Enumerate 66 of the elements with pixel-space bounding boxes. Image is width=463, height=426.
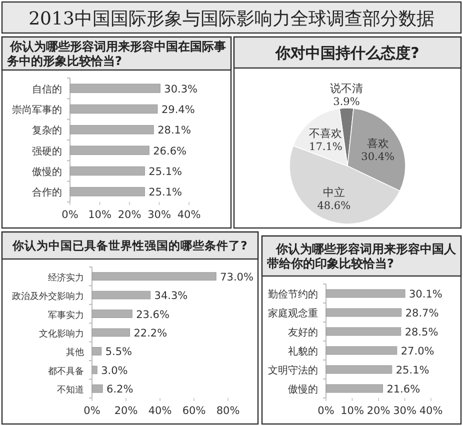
x-tick-label: 0% (318, 405, 334, 417)
data-label: 30.1% (409, 288, 442, 300)
data-label: 25.1% (396, 364, 430, 376)
data-label: 29.4% (161, 104, 195, 116)
x-tick-label: 30% (393, 405, 416, 417)
slice-label: 说不清 (330, 82, 364, 95)
x-tick-label: 60% (182, 405, 206, 417)
y-tick-label: 强硬的 (32, 146, 62, 158)
slice-label: 中立 (322, 186, 345, 200)
data-label: 34.3% (154, 290, 188, 302)
y-tick-label: 文化影响力 (39, 328, 84, 340)
x-tick-label: 40% (419, 405, 443, 417)
y-tick-label: 友好的 (288, 328, 318, 338)
x-tick-label: 0% (84, 405, 100, 417)
data-label: 28.7% (405, 308, 439, 320)
chart-title: 你认为哪些形容词用来形容中国在国际事务中的形象比较恰当? (6, 40, 226, 68)
data-label: 28.1% (158, 124, 191, 137)
data-label: 28.5% (404, 326, 438, 338)
chart-title: 你对中国持什么态度? (274, 44, 420, 62)
y-tick-label: 家庭观念重 (268, 308, 318, 320)
slice-label: 不喜欢 (309, 126, 342, 140)
x-tick-label: 40% (177, 209, 201, 221)
y-tick-label: 礼貌的 (288, 346, 318, 358)
y-tick-label: 其他 (66, 347, 84, 358)
y-tick-label: 傲慢的 (288, 384, 318, 396)
x-tick-label: 0% (62, 209, 78, 221)
y-tick-label: 勤俭节约的 (268, 288, 318, 300)
y-tick-label: 崇尚军事的 (12, 104, 62, 116)
y-tick-label: 文明守法的 (268, 364, 318, 376)
x-tick-label: 30% (148, 209, 171, 221)
chart-title: 你认为中国已具备世界性强国的哪些条件了? (12, 238, 248, 253)
data-label: 48.6% (317, 200, 351, 212)
data-label: 21.6% (386, 384, 420, 396)
data-label: 26.6% (153, 145, 187, 158)
data-label: 22.2% (134, 328, 168, 340)
y-tick-label: 都不具备 (48, 366, 84, 377)
x-tick-label: 20% (366, 405, 390, 417)
data-label: 25.1% (148, 166, 182, 178)
data-label: 3.0% (101, 364, 128, 377)
y-tick-label: 经济实力 (48, 272, 84, 284)
x-tick-label: 10% (88, 209, 112, 221)
x-tick-label: 80% (216, 405, 240, 417)
data-label: 30.3% (164, 83, 198, 96)
data-label: 23.6% (136, 308, 170, 321)
x-tick-label: 40% (148, 405, 172, 417)
x-tick-label: 20% (114, 405, 138, 417)
data-label: 6.2% (106, 384, 134, 396)
chart-title: 你认为哪些形容词用来形容中国人带给你的印象比较恰当? (267, 242, 457, 271)
y-tick-label: 合作的 (32, 186, 62, 199)
x-tick-label: 20% (118, 209, 142, 221)
data-label: 30.4% (361, 151, 395, 163)
y-tick-label: 不知道 (57, 384, 84, 396)
x-tick-label: 10% (340, 405, 364, 417)
y-tick-label: 政治及外交影响力 (12, 291, 84, 302)
y-tick-label: 军事实力 (48, 310, 84, 321)
data-label: 73.0% (220, 271, 254, 284)
data-label: 3.9% (333, 96, 360, 108)
slice-label: 喜欢 (366, 137, 389, 150)
data-label: 25.1% (148, 186, 182, 199)
text: 2013中国国际形象与国际影响力全球调查部分数据 (28, 8, 434, 30)
data-label: 5.5% (105, 346, 132, 358)
y-tick-label: 傲慢的 (32, 166, 62, 178)
y-tick-label: 复杂的 (32, 124, 62, 137)
y-tick-label: 自信的 (32, 83, 62, 96)
data-label: 27.0% (400, 346, 434, 358)
data-label: 17.1% (309, 140, 342, 153)
